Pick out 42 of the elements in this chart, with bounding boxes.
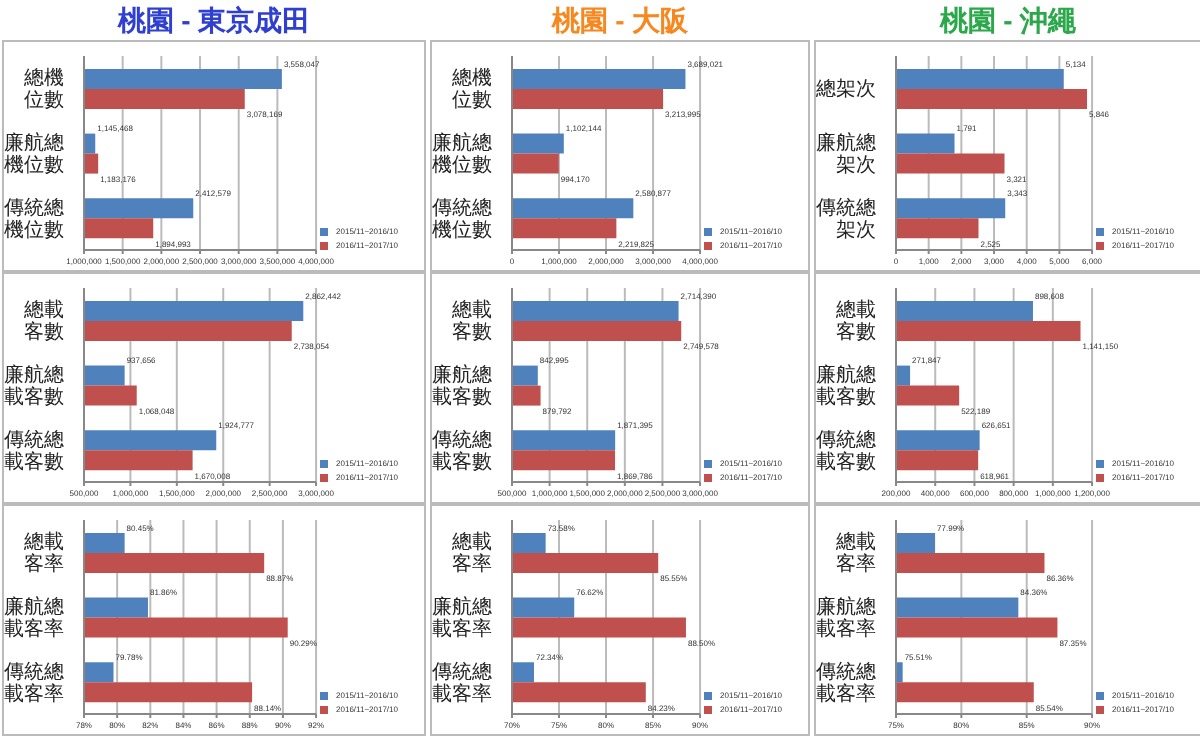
bar (512, 218, 617, 239)
y-tick-label: 總載客率 (22, 530, 64, 577)
y-tick-label: 總載客數 (22, 298, 64, 345)
y-tick-label: 傳統總載客率 (432, 659, 492, 706)
y-tick-label: 廉航總載客數 (816, 363, 876, 409)
y-tick-label: 總載客數 (834, 298, 876, 345)
bar (896, 218, 979, 239)
bar (512, 133, 564, 154)
y-tick-label: 傳統總載客數 (816, 427, 876, 474)
y-tick-label: 廉航總載客數 (4, 363, 64, 409)
y-tick-label: 廉航總架次 (816, 131, 876, 177)
y-tick-label: 傳統總載客率 (816, 659, 876, 706)
bar (896, 88, 1088, 109)
bar (512, 68, 686, 89)
y-tick-label: 傳統總載客數 (432, 427, 492, 474)
y-tick-label: 廉航總載客率 (816, 595, 876, 641)
y-tick-label: 總載客率 (834, 530, 876, 577)
bar (896, 153, 1005, 174)
y-tick-label: 廉航總機位數 (432, 131, 492, 177)
y-tick-label: 傳統總架次 (816, 195, 876, 242)
chart-title: 桃園 - 東京成田 (115, 2, 313, 40)
y-tick-label: 廉航總機位數 (4, 131, 64, 177)
y-tick-label: 總架次 (814, 77, 876, 102)
bar (512, 88, 664, 109)
bar (512, 198, 634, 219)
y-tick-label: 廉航總載客數 (432, 363, 492, 409)
bar (512, 153, 559, 174)
bar (896, 133, 955, 154)
y-tick-label: 廉航總載客率 (432, 595, 492, 641)
bar (896, 68, 1064, 89)
y-tick-label: 總載客率 (450, 530, 492, 577)
y-tick-label: 傳統總載客數 (4, 427, 64, 474)
y-tick-label: 廉航總載客率 (4, 595, 64, 641)
y-tick-label: 傳統總載客率 (4, 659, 64, 706)
chart-title: 桃園 - 大阪 (549, 2, 691, 40)
chart-title: 桃園 - 沖繩 (937, 2, 1079, 40)
y-tick-label: 傳統總機位數 (4, 195, 64, 242)
y-tick-label: 總機位數 (450, 66, 492, 113)
y-tick-label: 總機位數 (22, 66, 64, 113)
bar (896, 198, 1006, 219)
y-tick-label: 總載客數 (450, 298, 492, 345)
y-tick-label: 傳統總機位數 (432, 195, 492, 242)
